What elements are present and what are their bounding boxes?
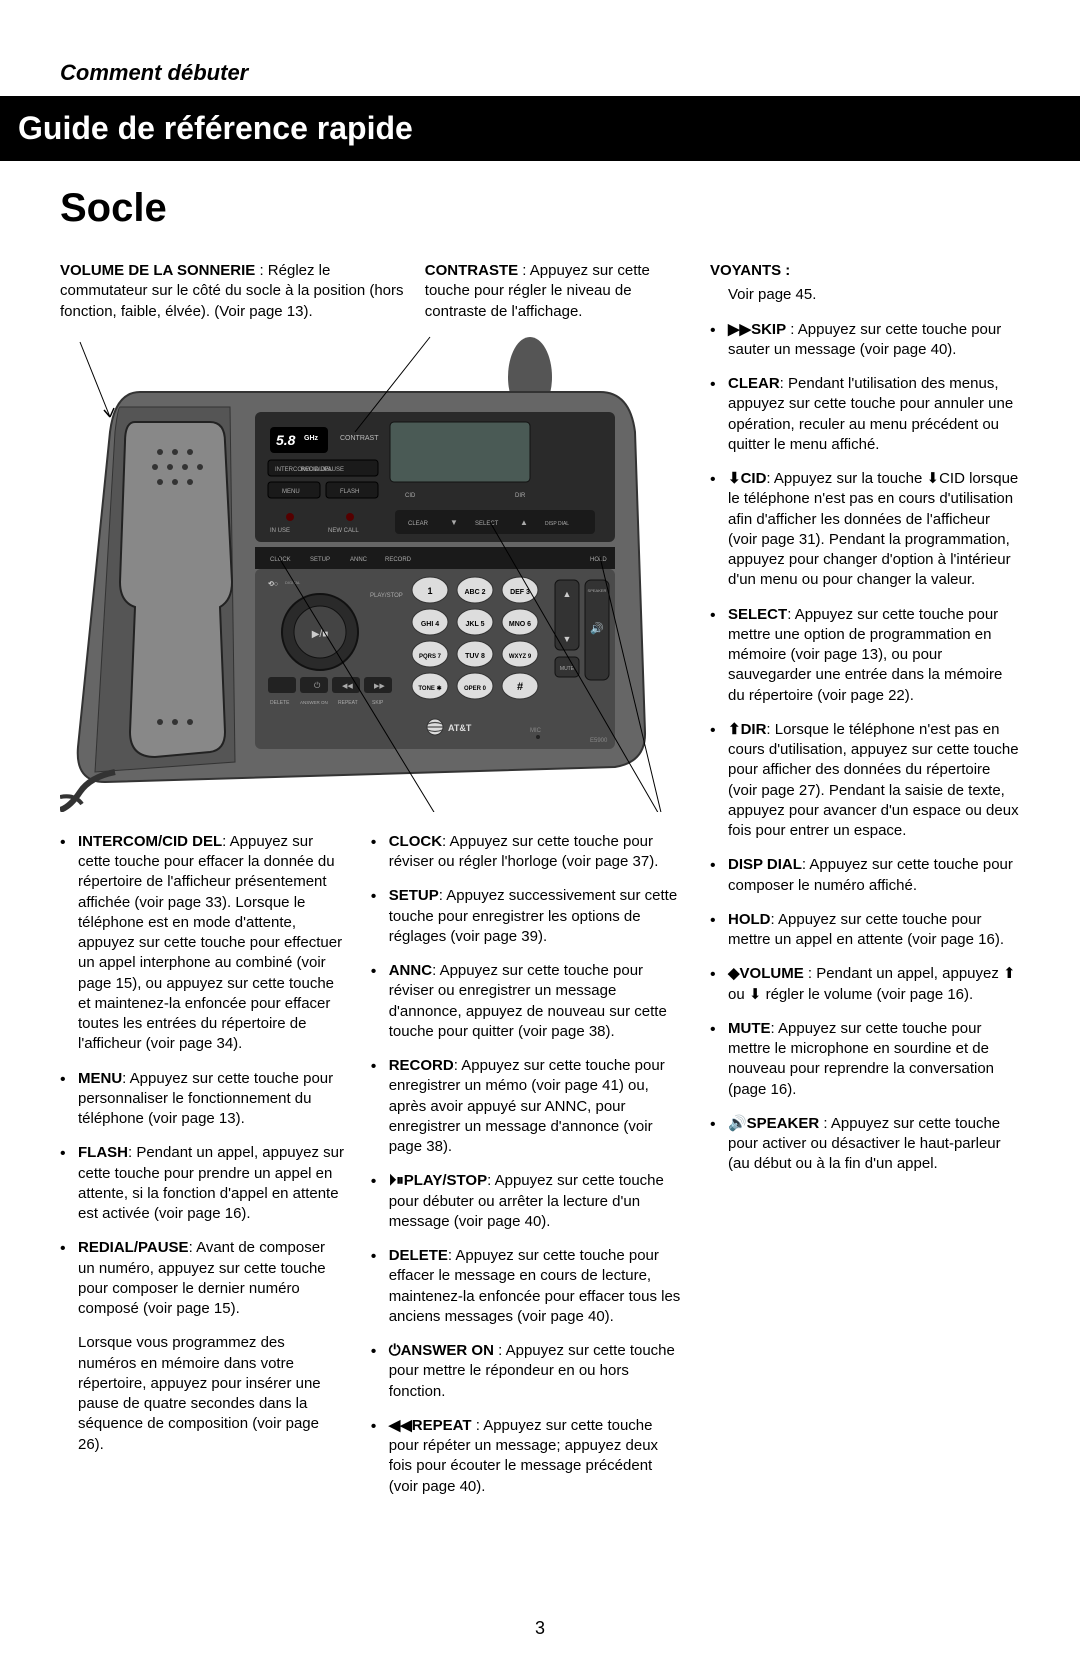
item-playstop: ⏵⏸PLAY/STOP: Appuyez sur cette touche po…: [371, 1171, 685, 1232]
item-hold: HOLD: Appuyez sur cette touche pour mett…: [710, 910, 1020, 951]
item-dispdial: DISP DIAL: Appuyez sur cette touche pour…: [710, 855, 1020, 896]
svg-text:IN USE: IN USE: [270, 528, 290, 534]
svg-text:JKL 5: JKL 5: [466, 621, 485, 628]
svg-text:MENU: MENU: [282, 489, 300, 495]
svg-text:DELETE: DELETE: [270, 700, 290, 706]
desc-volume: VOLUME DE LA SONNERIE : Réglez le commut…: [60, 261, 405, 322]
item-record: RECORD: Appuyez sur cette touche pour en…: [371, 1056, 685, 1157]
svg-text:E5900: E5900: [590, 738, 608, 744]
svg-text:RECORD: RECORD: [385, 557, 412, 563]
svg-text:TUV 8: TUV 8: [465, 653, 485, 660]
svg-text:⟲○: ⟲○: [268, 581, 278, 588]
bottom-left-col: INTERCOM/CID DEL: Appuyez sur cette touc…: [60, 832, 346, 1511]
item-repeat: ◀◀REPEAT : Appuyez sur cette touche pour…: [371, 1416, 685, 1497]
svg-text:▼: ▼: [563, 634, 572, 644]
svg-text:ANNC: ANNC: [350, 557, 368, 563]
item-mute: MUTE: Appuyez sur cette touche pour mett…: [710, 1019, 1020, 1100]
item-clock: CLOCK: Appuyez sur cette touche pour rév…: [371, 832, 685, 873]
svg-text:REPEAT: REPEAT: [338, 700, 358, 706]
bottom-mid-col: CLOCK: Appuyez sur cette touche pour rév…: [371, 832, 685, 1511]
svg-text:MUTE: MUTE: [560, 666, 575, 672]
section-label: Comment débuter: [60, 60, 1020, 86]
phone-illustration: 5.8 GHz CONTRAST INTERCOM/CID DEL REDIAL…: [60, 332, 680, 812]
svg-text:#: #: [517, 681, 523, 693]
svg-text:1: 1: [427, 586, 432, 596]
svg-text:DIR: DIR: [515, 493, 526, 499]
svg-text:OPER 0: OPER 0: [464, 686, 487, 692]
item-dir: ⬆DIR: Lorsque le téléphone n'est pas en …: [710, 720, 1020, 842]
svg-text:▲: ▲: [520, 518, 528, 527]
svg-text:▲: ▲: [563, 589, 572, 599]
svg-text:5.8: 5.8: [276, 432, 296, 448]
svg-text:PQRS 7: PQRS 7: [419, 654, 442, 660]
item-intercom: INTERCOM/CID DEL: Appuyez sur cette touc…: [60, 832, 346, 1055]
item-menu: MENU: Appuyez sur cette touche pour pers…: [60, 1069, 346, 1130]
label-volume: VOLUME DE LA SONNERIE: [60, 262, 255, 279]
svg-text:TONE ✱: TONE ✱: [418, 685, 441, 692]
svg-text:AT&T: AT&T: [448, 723, 472, 733]
svg-text:GHz: GHz: [304, 435, 319, 442]
svg-text:REDIAL/PAUSE: REDIAL/PAUSE: [301, 467, 344, 473]
svg-text:CLEAR: CLEAR: [408, 521, 429, 527]
item-answeron: ⏻ANSWER ON : Appuyez sur cette touche po…: [371, 1341, 685, 1402]
svg-text:◀◀: ◀◀: [342, 683, 353, 690]
svg-text:🔊: 🔊: [590, 621, 604, 635]
voyants-text: Voir page 45.: [710, 285, 1020, 305]
label-contraste: CONTRASTE: [425, 262, 518, 279]
svg-text:SPEAKER: SPEAKER: [588, 588, 607, 593]
redial-trailing: Lorsque vous programmez des numéros en m…: [60, 1333, 346, 1455]
svg-text:SELECT: SELECT: [475, 521, 499, 527]
desc-contraste: CONTRASTE : Appuyez sur cette touche pou…: [425, 261, 690, 322]
item-redial: REDIAL/PAUSE: Avant de composer un numér…: [60, 1238, 346, 1319]
page-title: Socle: [60, 186, 1020, 231]
page-number: 3: [0, 1618, 1080, 1639]
svg-text:SKIP: SKIP: [372, 700, 384, 706]
svg-text:DEF 3: DEF 3: [510, 589, 530, 596]
svg-text:▶▶: ▶▶: [374, 683, 385, 690]
svg-text:FLASH: FLASH: [340, 489, 359, 495]
svg-text:ABC 2: ABC 2: [464, 589, 485, 596]
svg-text:MNO 6: MNO 6: [509, 621, 531, 628]
page-header-bar: Guide de référence rapide: [0, 96, 1080, 161]
svg-text:CONTRAST: CONTRAST: [340, 435, 379, 442]
svg-text:SETUP: SETUP: [310, 557, 330, 563]
item-flash: FLASH: Pendant un appel, appuyez sur cet…: [60, 1143, 346, 1224]
svg-text:MIC: MIC: [530, 728, 542, 734]
svg-text:HOLD: HOLD: [590, 557, 607, 563]
right-list: ▶▶SKIP : Appuyez sur cette touche pour s…: [710, 320, 1020, 1175]
item-cid: ⬇CID: Appuyez sur la touche ⬇CID lorsque…: [710, 469, 1020, 591]
item-speaker: 🔊SPEAKER : Appuyez sur cette touche pour…: [710, 1114, 1020, 1175]
item-select: SELECT: Appuyez sur cette touche pour me…: [710, 605, 1020, 706]
svg-text:GHI 4: GHI 4: [421, 621, 439, 628]
item-clear: CLEAR: Pendant l'utilisation des menus, …: [710, 374, 1020, 455]
item-skip: ▶▶SKIP : Appuyez sur cette touche pour s…: [710, 320, 1020, 361]
item-delete: DELETE: Appuyez sur cette touche pour ef…: [371, 1246, 685, 1327]
svg-text:CID: CID: [405, 493, 416, 499]
voyants-label: VOYANTS :: [710, 262, 790, 279]
phone-svg: 5.8 GHz CONTRAST INTERCOM/CID DEL REDIAL…: [60, 332, 680, 812]
svg-text:PLAY/STOP: PLAY/STOP: [370, 593, 403, 599]
svg-text:▼: ▼: [450, 518, 458, 527]
svg-text:ANSWER ON: ANSWER ON: [300, 700, 328, 705]
svg-text:NEW CALL: NEW CALL: [328, 528, 359, 534]
item-annc: ANNC: Appuyez sur cette touche pour révi…: [371, 961, 685, 1042]
svg-text:WXYZ 9: WXYZ 9: [509, 654, 532, 660]
right-column: VOYANTS : Voir page 45. ▶▶SKIP : Appuyez…: [710, 261, 1020, 1189]
content-grid: VOLUME DE LA SONNERIE : Réglez le commut…: [60, 261, 1020, 1511]
item-volume: ◆VOLUME : Pendant un appel, appuyez ⬆ ou…: [710, 964, 1020, 1005]
item-setup: SETUP: Appuyez successivement sur cette …: [371, 886, 685, 947]
svg-text:DISP DIAL: DISP DIAL: [545, 521, 569, 527]
svg-text:⏻: ⏻: [314, 681, 321, 690]
